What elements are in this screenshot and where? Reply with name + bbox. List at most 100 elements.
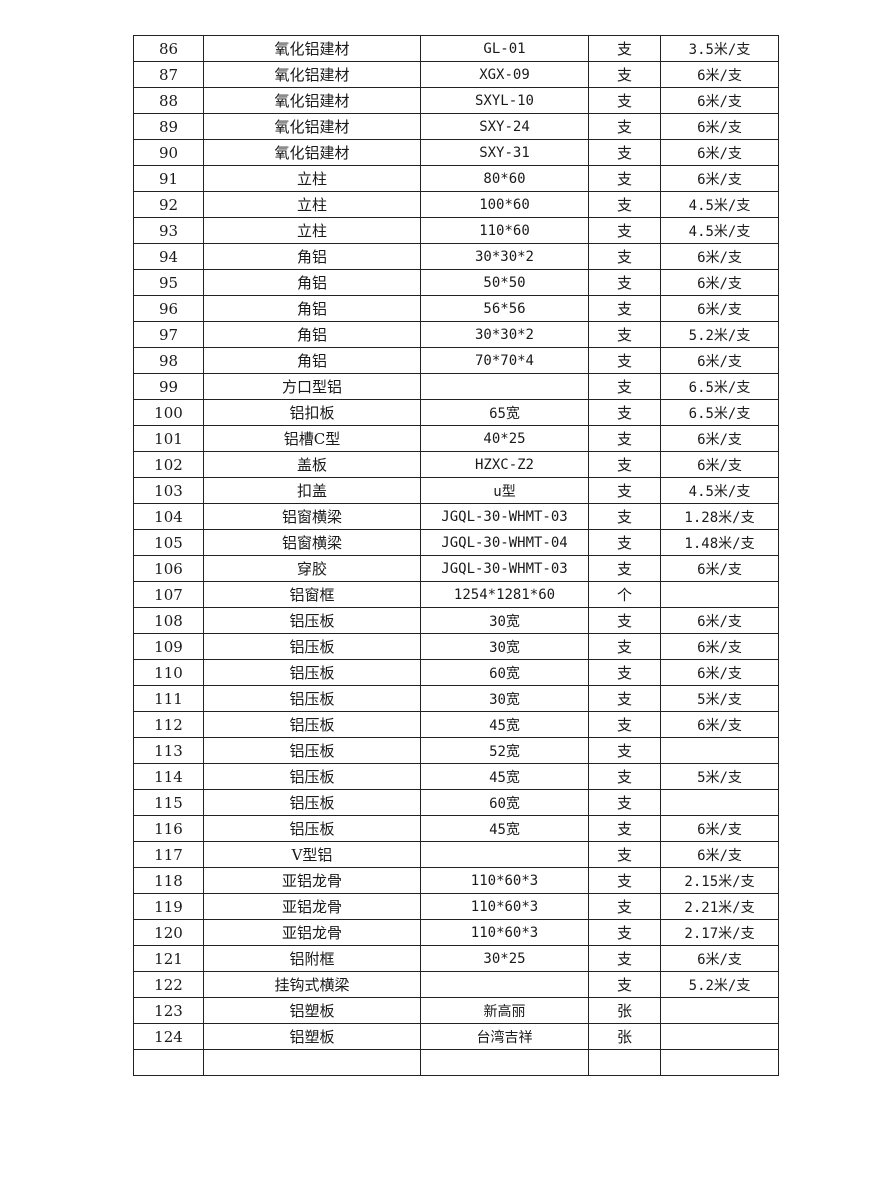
unit: 支	[588, 399, 661, 426]
table-row: 100 铝扣板 65宽支 6.5米/支	[133, 399, 779, 426]
unit: 支	[588, 945, 661, 972]
material-name	[203, 1049, 421, 1076]
material-name: 铝压板	[203, 607, 421, 634]
unit: 个	[588, 581, 661, 608]
unit: 支	[588, 61, 661, 88]
unit: 支	[588, 477, 661, 504]
length-per-unit: 1.28米/支	[660, 503, 779, 530]
unit: 支	[588, 35, 661, 62]
material-name: 角铝	[203, 347, 421, 374]
unit: 支	[588, 451, 661, 478]
row-number: 124	[133, 1023, 204, 1050]
table-row: 101 铝槽C型 40*25 支 6米/支	[133, 425, 779, 452]
material-name: V型铝	[203, 841, 421, 868]
table-row: 106 穿胶 JGQL-30-WHMT-03 支 6米/支	[133, 555, 779, 582]
unit: 支	[588, 555, 661, 582]
material-name: 铝压板	[203, 659, 421, 686]
material-name: 铝压板	[203, 685, 421, 712]
row-number: 110	[133, 659, 204, 686]
table-row: 111 铝压板 30宽支 5米/支	[133, 685, 779, 712]
length-per-unit: 6米/支	[660, 243, 779, 270]
unit: 支	[588, 789, 661, 816]
specification: 1254*1281*60	[420, 581, 589, 608]
row-number: 122	[133, 971, 204, 998]
table-row: 116 铝压板 45宽支 6米/支	[133, 815, 779, 842]
table-row: 97 角铝 30*30*2 支 5.2米/支	[133, 321, 779, 348]
unit	[588, 1049, 661, 1076]
row-number: 102	[133, 451, 204, 478]
table-row	[133, 1049, 779, 1076]
specification: HZXC-Z2	[420, 451, 589, 478]
length-per-unit: 6米/支	[660, 425, 779, 452]
material-name: 铝窗框	[203, 581, 421, 608]
material-name: 扣盖	[203, 477, 421, 504]
unit: 支	[588, 139, 661, 166]
table-row: 92 立柱 100*60 支 4.5米/支	[133, 191, 779, 218]
unit: 支	[588, 763, 661, 790]
specification: 56*56	[420, 295, 589, 322]
length-per-unit: 4.5米/支	[660, 477, 779, 504]
length-per-unit: 6米/支	[660, 555, 779, 582]
row-number: 89	[133, 113, 204, 140]
material-name: 角铝	[203, 269, 421, 296]
length-per-unit	[660, 789, 779, 816]
specification: 30宽	[420, 607, 589, 634]
length-per-unit: 6米/支	[660, 347, 779, 374]
row-number: 86	[133, 35, 204, 62]
row-number: 112	[133, 711, 204, 738]
row-number: 105	[133, 529, 204, 556]
unit: 张	[588, 997, 661, 1024]
material-name: 铝窗横梁	[203, 529, 421, 556]
unit: 支	[588, 373, 661, 400]
row-number: 109	[133, 633, 204, 660]
unit: 支	[588, 633, 661, 660]
specification: 60宽	[420, 659, 589, 686]
specification: 40*25	[420, 425, 589, 452]
table-row: 104 铝窗横梁 JGQL-30-WHMT-03 支 1.28米/支	[133, 503, 779, 530]
row-number: 104	[133, 503, 204, 530]
table-row: 121 铝附框 30*25 支 6米/支	[133, 945, 779, 972]
table-row: 96 角铝 56*56 支 6米/支	[133, 295, 779, 322]
material-name: 铝压板	[203, 763, 421, 790]
material-name: 铝附框	[203, 945, 421, 972]
material-name: 铝槽C型	[203, 425, 421, 452]
material-name: 铝压板	[203, 815, 421, 842]
unit: 支	[588, 347, 661, 374]
length-per-unit: 6米/支	[660, 61, 779, 88]
length-per-unit: 5.2米/支	[660, 971, 779, 998]
material-name: 铝压板	[203, 711, 421, 738]
table-row: 89 氧化铝建材 SXY-24 支 6米/支	[133, 113, 779, 140]
table-row: 115 铝压板 60宽支	[133, 789, 779, 816]
materials-table: 86 氧化铝建材 GL-01 支 3.5米/支 87 氧化铝建材 XGX-09 支 6米/支 88 氧…	[133, 35, 779, 1076]
row-number: 94	[133, 243, 204, 270]
table-row: 107 铝窗框 1254*1281*60 个	[133, 581, 779, 608]
material-name: 立柱	[203, 165, 421, 192]
specification: JGQL-30-WHMT-03	[420, 503, 589, 530]
table-row: 102 盖板 HZXC-Z2 支 6米/支	[133, 451, 779, 478]
row-number: 108	[133, 607, 204, 634]
specification: 60宽	[420, 789, 589, 816]
unit: 支	[588, 529, 661, 556]
unit: 支	[588, 607, 661, 634]
row-number: 97	[133, 321, 204, 348]
material-name: 亚铝龙骨	[203, 867, 421, 894]
row-number: 107	[133, 581, 204, 608]
table-row: 105 铝窗横梁 JGQL-30-WHMT-04 支 1.48米/支	[133, 529, 779, 556]
unit: 支	[588, 243, 661, 270]
row-number: 100	[133, 399, 204, 426]
unit: 支	[588, 191, 661, 218]
length-per-unit: 6米/支	[660, 165, 779, 192]
table-row: 109 铝压板 30宽支 6米/支	[133, 633, 779, 660]
unit: 支	[588, 685, 661, 712]
length-per-unit: 5.2米/支	[660, 321, 779, 348]
specification: 新高丽	[420, 997, 589, 1024]
unit: 支	[588, 503, 661, 530]
length-per-unit: 6米/支	[660, 113, 779, 140]
unit: 支	[588, 269, 661, 296]
material-name: 穿胶	[203, 555, 421, 582]
table-row: 103 扣盖 u型支 4.5米/支	[133, 477, 779, 504]
table-row: 120 亚铝龙骨 110*60*3 支 2.17米/支	[133, 919, 779, 946]
material-name: 铝压板	[203, 633, 421, 660]
length-per-unit: 1.48米/支	[660, 529, 779, 556]
unit: 支	[588, 919, 661, 946]
